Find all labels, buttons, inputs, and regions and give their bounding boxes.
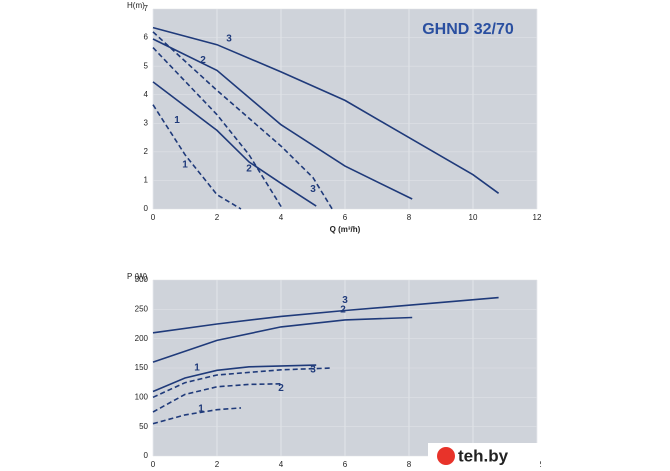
curve-label: 1 bbox=[174, 115, 180, 126]
curve-label: 1 bbox=[194, 363, 200, 374]
curve-label: 3 bbox=[310, 364, 316, 375]
curve-label: 2 bbox=[278, 383, 284, 394]
curve bbox=[152, 38, 413, 200]
y-axis-label: H(m) bbox=[127, 1, 145, 10]
x-tick-label: 0 bbox=[151, 460, 156, 469]
watermark: teh.by bbox=[428, 443, 540, 469]
x-tick-label: 2 bbox=[215, 460, 220, 469]
x-tick-label: 6 bbox=[343, 213, 348, 222]
curve bbox=[152, 104, 242, 210]
x-axis-label: Q (m³/h) bbox=[330, 225, 361, 234]
y-tick-label: 3 bbox=[144, 118, 149, 127]
curve bbox=[152, 364, 317, 393]
y-tick-label: 6 bbox=[144, 33, 149, 42]
curve bbox=[152, 383, 283, 413]
x-tick-label: 8 bbox=[407, 213, 412, 222]
y-tick-label: 2 bbox=[144, 147, 149, 156]
x-tick-label: 6 bbox=[343, 460, 348, 469]
curve-label: 3 bbox=[310, 184, 316, 195]
y-tick-label: 150 bbox=[135, 363, 149, 372]
chart-title: GHND 32/70 bbox=[422, 21, 514, 38]
curve bbox=[152, 81, 317, 207]
y-tick-label: 7 bbox=[144, 4, 149, 13]
y-axis-label: P (W) bbox=[127, 272, 148, 281]
y-tick-label: 100 bbox=[135, 392, 149, 401]
y-tick-label: 4 bbox=[144, 90, 149, 99]
y-tick-label: 0 bbox=[144, 204, 149, 213]
x-tick-label: 0 bbox=[151, 213, 156, 222]
curve-label: 2 bbox=[200, 55, 206, 66]
curve-label: 1 bbox=[198, 404, 204, 415]
watermark-icon bbox=[437, 447, 455, 465]
y-tick-label: 250 bbox=[135, 304, 149, 313]
y-tick-label: 0 bbox=[144, 451, 149, 460]
y-tick-label: 50 bbox=[139, 422, 148, 431]
curve-label: 2 bbox=[246, 163, 252, 174]
curve bbox=[152, 31, 333, 210]
x-tick-label: 2 bbox=[215, 213, 220, 222]
x-tick-label: 4 bbox=[279, 213, 284, 222]
y-tick-label: 300 bbox=[135, 275, 149, 284]
curve bbox=[152, 26, 500, 194]
watermark-text: teh.by bbox=[458, 446, 509, 465]
x-tick-label: 10 bbox=[469, 213, 478, 222]
y-tick-label: 1 bbox=[144, 176, 149, 185]
x-tick-label: 12 bbox=[533, 213, 542, 222]
curve-label: 1 bbox=[182, 159, 188, 170]
curve bbox=[152, 407, 242, 425]
curve bbox=[152, 296, 499, 334]
curve bbox=[152, 367, 333, 399]
curve bbox=[152, 316, 413, 363]
curve-label: 3 bbox=[342, 295, 348, 306]
x-tick-label: 8 bbox=[407, 460, 412, 469]
curve-label: 2 bbox=[340, 305, 346, 316]
curve-label: 3 bbox=[226, 33, 232, 44]
y-tick-label: 200 bbox=[135, 334, 149, 343]
x-tick-label: 4 bbox=[279, 460, 284, 469]
y-tick-label: 5 bbox=[144, 61, 149, 70]
